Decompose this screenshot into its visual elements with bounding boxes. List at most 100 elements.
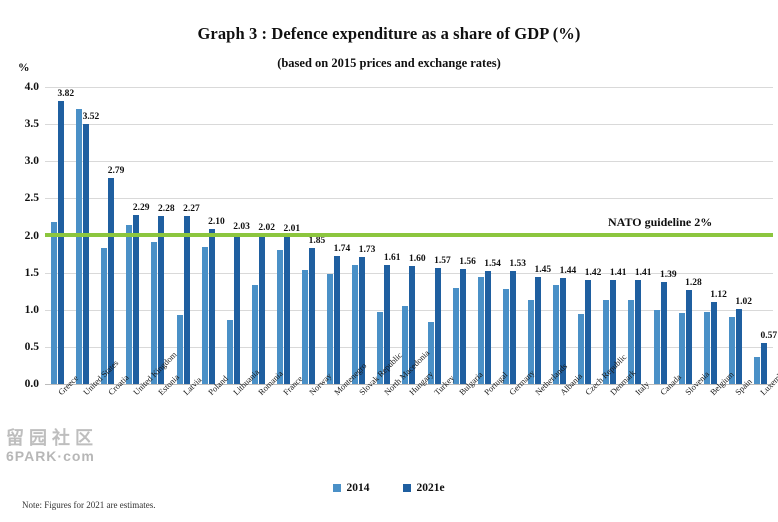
legend-entry[interactable]: 2021e	[403, 482, 445, 494]
bar-group: 1.60	[396, 88, 426, 385]
bar-value-label: 3.82	[57, 89, 75, 100]
bar-2021e	[283, 235, 290, 385]
bar-2014	[502, 289, 509, 385]
bar-group: 2.02	[246, 88, 275, 385]
bar-group: 2.03	[221, 88, 250, 385]
gridline: 3.0	[25, 155, 773, 167]
bar-value-label: 1.73	[358, 244, 376, 255]
bar-pair: 1.53	[502, 259, 526, 385]
bar-group: 1.39	[647, 88, 677, 385]
bar-pair: 2.02	[251, 223, 275, 385]
bar-2021e	[258, 235, 265, 385]
bar-2014	[226, 319, 233, 385]
y-axis-tick-label: 2.5	[24, 192, 39, 205]
bar-2014	[176, 315, 183, 385]
bar-2021e	[158, 215, 165, 385]
bar-2021e	[685, 289, 692, 385]
bar-group: 1.56	[447, 88, 476, 385]
bar-pair: 1.57	[427, 256, 451, 385]
bar-2014	[753, 356, 760, 385]
bar-value-label: 1.44	[559, 266, 577, 277]
bar-pair: 1.74	[327, 244, 350, 385]
bar-2021e	[133, 214, 140, 385]
bar-pair: 2.79	[101, 166, 124, 385]
plot-area: 0.0 0.5 1.0 1.5 2.0 2.5 3.0 3.5 4.0 3.82 3.52 2.79…	[25, 81, 778, 390]
bar-value-label: 1.12	[710, 289, 727, 300]
bar-value-label: 3.52	[82, 111, 100, 122]
bar-pair: 1.60	[402, 254, 426, 385]
gridline: 4.0	[25, 81, 773, 93]
bar-2014	[628, 300, 635, 385]
chart-subtitle: (based on 2015 prices and exchange rates…	[277, 56, 501, 70]
bar-2014	[201, 246, 208, 385]
bar-2021e	[509, 271, 516, 385]
bar-2014	[101, 248, 108, 385]
legend-entry[interactable]: 2014	[333, 482, 369, 494]
bar-pair: 1.02	[728, 297, 752, 385]
y-axis-tick-label: 3.5	[24, 118, 39, 131]
bar-2014	[553, 284, 560, 385]
gridline: 0.5	[25, 341, 773, 353]
bar-value-label: 1.41	[634, 268, 652, 279]
bar-2021e	[83, 123, 90, 385]
nato-guideline-line	[45, 232, 773, 237]
bar-group: 1.74	[321, 88, 350, 385]
legend-swatch-icon	[333, 484, 342, 492]
bar-value-label: 1.39	[660, 269, 677, 280]
bar-2014	[703, 312, 710, 385]
bar-2014	[352, 264, 359, 385]
bar-pair: 2.03	[226, 222, 250, 385]
bar-group: 2.29	[120, 88, 149, 385]
bar-pair: 1.45	[528, 265, 551, 385]
bar-2014	[76, 108, 83, 385]
bar-group: 2.28	[145, 88, 175, 385]
bar-2014	[51, 221, 58, 385]
legend-label: 2021e	[416, 482, 445, 494]
bar-group: 2.27	[171, 88, 200, 385]
bar-2021e	[108, 177, 115, 385]
bar-2014	[603, 299, 610, 385]
bar-value-label: 2.79	[107, 165, 125, 176]
bar-2021e	[610, 280, 617, 385]
bar-group: 1.73	[346, 88, 376, 385]
bar-value-label: 2.28	[157, 203, 175, 214]
bar-value-label: 2.10	[208, 217, 225, 228]
bar-2021e	[309, 247, 316, 385]
bar-pair: 3.82	[51, 89, 74, 385]
bar-2014	[452, 288, 459, 385]
gridline: 1.5	[25, 267, 773, 279]
y-axis-tick-label: 3.0	[24, 155, 39, 168]
bar-pair: 2.29	[126, 203, 149, 385]
bar-2014	[427, 321, 434, 385]
bar-value-label: 2.03	[233, 222, 250, 233]
bar-2021e	[635, 280, 642, 385]
bar-value-label: 1.53	[509, 259, 527, 270]
bar-2021e	[183, 216, 190, 385]
bar-group: 1.12	[698, 88, 727, 385]
bar-value-label: 1.60	[408, 254, 426, 265]
bar-2021e	[484, 270, 491, 385]
bar-2014	[151, 241, 158, 385]
watermark: 留园社区 6PARK·com	[6, 424, 98, 464]
gridline: 2.5	[25, 192, 773, 204]
bar-2021e	[58, 101, 65, 385]
bar-2014	[402, 305, 409, 385]
bar-group: 1.61	[371, 88, 401, 385]
nato-guideline-label: NATO guideline 2%	[608, 214, 713, 229]
bar-2021e	[409, 266, 416, 385]
bar-2021e	[760, 342, 767, 385]
bar-2021e	[334, 255, 341, 385]
bar-2021e	[585, 279, 592, 385]
bar-group: 2.79	[95, 88, 124, 385]
bar-value-label: 1.57	[434, 256, 451, 267]
bar-value-label: 2.01	[283, 223, 301, 234]
bar-pair: 1.41	[628, 268, 652, 385]
bar-2021e	[660, 281, 667, 385]
bar-value-label: 0.57	[760, 330, 778, 341]
bar-value-label: 2.27	[183, 204, 200, 215]
bar-group: 1.41	[622, 88, 652, 385]
bar-pair: 1.54	[477, 259, 501, 385]
bar-2014	[276, 249, 283, 385]
bar-pair: 2.10	[201, 217, 225, 385]
